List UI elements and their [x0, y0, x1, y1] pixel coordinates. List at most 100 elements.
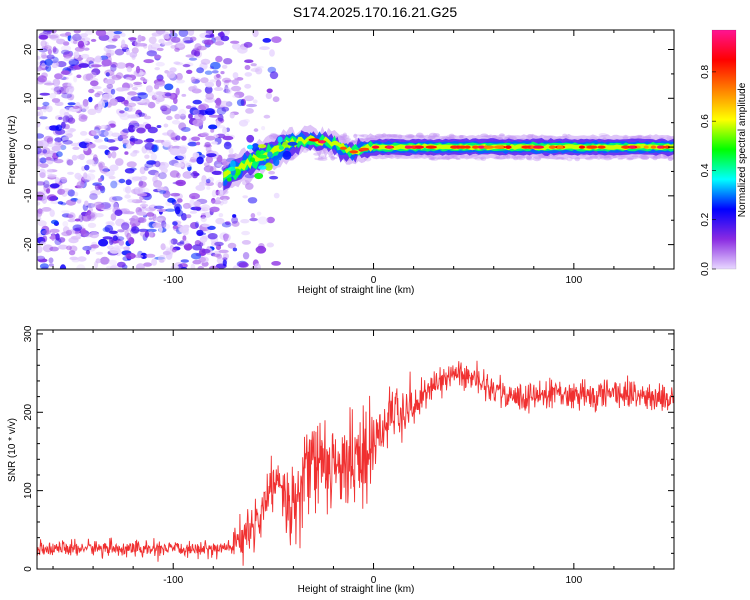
heatmap-hotspot: [484, 146, 495, 149]
heatmap-cell: [154, 206, 164, 209]
y-tick-label: 200: [23, 403, 34, 420]
heatmap-cell: [68, 237, 78, 243]
heatmap-cell: [133, 139, 143, 144]
heatmap-cell: [212, 70, 219, 73]
heatmap-cell: [196, 142, 200, 146]
heatmap-cell: [53, 46, 57, 52]
heatmap-cell: [77, 181, 85, 189]
heatmap-cell: [177, 153, 186, 160]
heatmap-cell: [172, 120, 180, 125]
heatmap-cell: [40, 157, 47, 163]
heatmap-cell: [126, 233, 131, 240]
heatmap-cell: [214, 242, 224, 246]
heatmap-cell: [95, 204, 105, 209]
heatmap-cell: [106, 221, 111, 225]
heatmap-hotspot: [340, 147, 347, 150]
heatmap-cell: [35, 246, 42, 254]
heatmap-cell: [149, 231, 154, 237]
heatmap-cell: [44, 83, 55, 86]
heatmap-cell: [187, 28, 194, 36]
heatmap-cell: [190, 199, 195, 207]
heatmap-hotspot: [494, 146, 504, 149]
heatmap-cell: [61, 178, 67, 183]
heatmap-cell: [41, 52, 47, 59]
heatmap-cell: [156, 92, 165, 96]
heatmap-cell: [213, 254, 221, 258]
heatmap-cell: [140, 77, 145, 81]
heatmap-cell: [190, 211, 197, 214]
heatmap-cell: [205, 92, 214, 99]
heatmap-cell: [96, 252, 103, 255]
heatmap-cell: [218, 114, 224, 122]
heatmap-cell: [259, 46, 270, 50]
heatmap-cell: [55, 233, 59, 240]
heatmap-cell: [102, 59, 112, 66]
heatmap-cell: [243, 252, 249, 259]
heatmap-cell: [246, 104, 257, 107]
heatmap-cell: [67, 159, 74, 165]
heatmap-cell: [205, 34, 215, 38]
heatmap-cell: [208, 233, 218, 239]
heatmap-cell: [152, 33, 157, 37]
heatmap-cell: [36, 256, 44, 260]
heatmap-cell: [125, 168, 135, 173]
heatmap-cell: [177, 42, 185, 48]
y-tick-label: 300: [23, 325, 34, 342]
heatmap-hotspot: [549, 146, 556, 149]
heatmap-cell: [113, 35, 120, 39]
heatmap-cell: [62, 221, 68, 227]
heatmap-cell: [196, 67, 204, 73]
heatmap-cell: [224, 234, 230, 241]
heatmap-cell: [158, 39, 164, 44]
heatmap-cell: [92, 86, 102, 89]
heatmap-cell: [50, 209, 55, 217]
heatmap-cell: [95, 56, 102, 63]
heatmap-cell: [257, 212, 262, 216]
heatmap-cell: [146, 212, 154, 217]
heatmap-cell: [269, 176, 278, 180]
colorbar-tick-label: 0.8: [700, 64, 711, 78]
heatmap-cell: [256, 246, 267, 254]
heatmap-cell: [269, 49, 275, 56]
heatmap-cell: [215, 98, 221, 106]
heatmap-cell: [201, 204, 210, 211]
heatmap-cell: [148, 91, 155, 96]
heatmap-cell: [251, 213, 256, 218]
heatmap-cell: [212, 171, 223, 175]
heatmap-cell: [42, 102, 49, 106]
heatmap-cell: [146, 149, 151, 153]
heatmap-hotspot: [425, 146, 437, 149]
heatmap-cell: [115, 158, 124, 166]
heatmap-cell: [43, 235, 48, 242]
heatmap-cell: [88, 223, 96, 228]
heatmap-cell: [192, 260, 201, 265]
heatmap-cell: [153, 180, 162, 188]
heatmap-cell: [52, 98, 60, 103]
heatmap-hotspot: [598, 146, 606, 149]
heatmap-cell: [249, 218, 257, 221]
heatmap-cell: [94, 105, 99, 110]
heatmap-cell: [179, 145, 189, 150]
heatmap-cell: [223, 259, 227, 266]
heatmap-cell: [69, 250, 75, 255]
heatmap-cell: [54, 159, 64, 163]
heatmap-cell: [166, 116, 173, 120]
heatmap-cell: [116, 236, 124, 240]
heatmap-cell: [145, 254, 155, 258]
heatmap-cell: [201, 133, 210, 137]
heatmap-cell: [138, 217, 147, 223]
heatmap-cell: [206, 186, 210, 190]
heatmap-hotspot: [283, 151, 292, 160]
heatmap-cell: [84, 48, 90, 51]
heatmap-cell: [159, 190, 166, 194]
heatmap-cell: [149, 217, 153, 220]
heatmap-cell: [211, 141, 218, 144]
heatmap-cell: [66, 230, 72, 236]
heatmap-cell: [175, 62, 183, 65]
heatmap-cell: [267, 89, 273, 94]
heatmap-cell: [72, 147, 79, 150]
heatmap-cell: [205, 82, 214, 88]
heatmap-cell: [107, 84, 114, 89]
heatmap-hotspot: [579, 146, 585, 149]
heatmap-cell: [245, 65, 251, 70]
